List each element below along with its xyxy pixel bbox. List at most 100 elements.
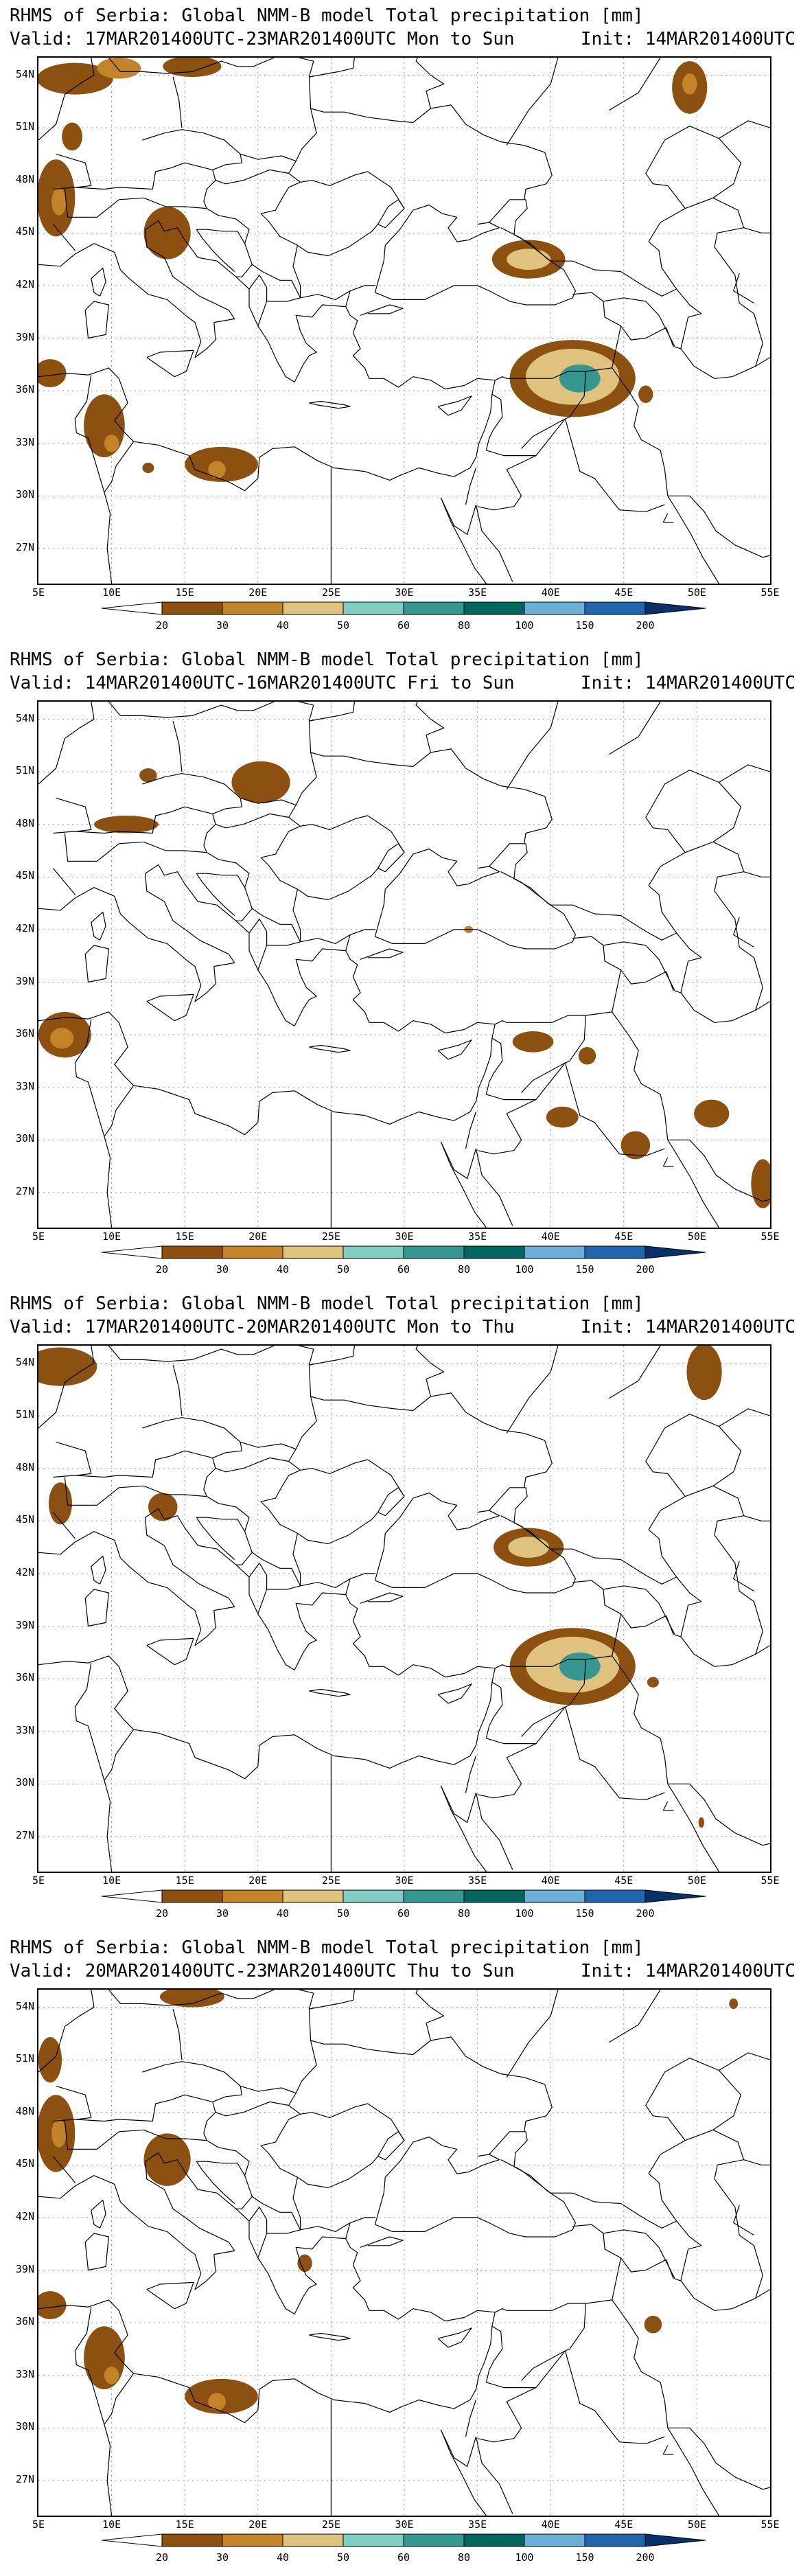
colorbar-label: 50 [336, 1907, 350, 1920]
coastline-border [84, 1589, 109, 1627]
coastline-border [292, 245, 375, 300]
colorbar-swatch [584, 1889, 646, 1903]
map-panel: RHMS of Serbia: Global NMM-B model Total… [0, 644, 801, 1288]
longitude-tick-label: 55E [761, 1874, 780, 1887]
longitude-tick-label: 40E [541, 2518, 560, 2531]
coastline-border [477, 1099, 537, 1155]
colorbar-swatch [403, 1889, 465, 1903]
precipitation-area [148, 1493, 178, 1521]
coastline-border [84, 301, 109, 339]
coastline-border [662, 2445, 674, 2455]
coastline-border [437, 395, 472, 416]
colorbar-swatch [102, 2533, 163, 2547]
coastline-border [52, 1512, 76, 1539]
precipitation-area [48, 1482, 73, 1525]
coastline-border [260, 171, 405, 257]
latitude-tick-label: 30N [15, 1776, 34, 1789]
coastline-border [440, 497, 477, 536]
coastline-border [196, 229, 246, 244]
colorbar-label: 20 [155, 1263, 169, 1276]
coastline-border [104, 2373, 135, 2516]
coastline-border [564, 1706, 665, 1800]
longitude-tick-label: 10E [102, 586, 121, 599]
latitude-tick-label: 51N [15, 764, 34, 777]
coastline-border [56, 2085, 92, 2120]
coastline-border [477, 866, 500, 873]
latitude-tick-label: 39N [15, 1618, 34, 1631]
coastline-border [53, 1450, 216, 1506]
map-valid-period: Valid: 17MAR201400UTC-23MAR201400UTC Mon… [10, 29, 515, 49]
colorbar-label: 80 [457, 1263, 471, 1276]
precipitation-area [208, 2393, 226, 2411]
coastline-border [743, 1515, 770, 1521]
coastline-border [38, 864, 496, 1136]
coastline-border [104, 441, 135, 584]
precipitation-area [38, 2291, 67, 2320]
colorbar-label: 100 [515, 2551, 534, 2564]
coastline-border [743, 871, 770, 877]
precipitation-area [507, 249, 551, 270]
coastline-border [521, 2350, 566, 2381]
coastline-border [603, 1589, 674, 1635]
longitude-tick-label: 40E [541, 1230, 560, 1243]
coastline-border [84, 2233, 109, 2271]
colorbar [102, 2533, 706, 2547]
coastline-border [260, 1459, 405, 1545]
latitude-tick-label: 42N [15, 2209, 34, 2222]
longitude-tick-label: 25E [321, 1230, 340, 1243]
colorbar-swatch [102, 1889, 163, 1903]
coastline-border [360, 1592, 404, 1604]
colorbar-swatch [584, 601, 646, 615]
coastline-border [56, 153, 92, 188]
coastline-border [612, 1011, 669, 1140]
coastline-border [84, 945, 109, 983]
coastline-border [309, 2332, 351, 2341]
coastline-border [91, 911, 106, 941]
coastline-border [172, 76, 183, 128]
latitude-tick-label: 39N [15, 330, 34, 343]
coastline-border [52, 868, 76, 895]
longitude-tick-label: 5E [32, 586, 45, 599]
coastline-border [38, 58, 95, 141]
precipitation-area [729, 1998, 739, 2010]
coastline-border [494, 969, 622, 1025]
latitude-tick-label: 27N [15, 1184, 34, 1197]
coastline-border [572, 936, 682, 993]
latitude-tick-label: 54N [15, 1999, 34, 2012]
latitude-tick-label: 30N [15, 2420, 34, 2433]
coastline-border [172, 720, 183, 772]
latitude-tick-label: 36N [15, 1027, 34, 1040]
coastline-border [374, 1487, 577, 1594]
coastline-border [719, 1408, 770, 1427]
precipitation-area [512, 1031, 554, 1053]
coastline-border [500, 871, 677, 941]
longitude-tick-label: 25E [321, 2518, 340, 2531]
colorbar-swatch [524, 1889, 585, 1903]
latitude-tick-label: 54N [15, 67, 34, 80]
coastline-border [440, 2429, 487, 2516]
coastline-border [206, 208, 253, 277]
coastline-border [719, 2052, 770, 2071]
coastline-border [309, 1044, 351, 1053]
colorbar-swatch [343, 1889, 404, 1903]
latitude-tick-label: 30N [15, 1132, 34, 1145]
coastline-border [206, 1496, 253, 1565]
longitude-tick-label: 35E [468, 1230, 487, 1243]
colorbar-label: 60 [397, 1263, 410, 1276]
latitude-tick-label: 39N [15, 2262, 34, 2275]
longitude-tick-label: 35E [468, 2518, 487, 2531]
coastline-border [667, 495, 770, 584]
coastline-border [500, 1515, 677, 1585]
longitude-tick-label: 25E [321, 1874, 340, 1887]
coastline-border [485, 1681, 503, 1739]
colorbar-label: 60 [397, 619, 410, 632]
coastline-border [477, 455, 537, 511]
longitude-tick-label: 40E [541, 586, 560, 599]
coastline-border [196, 873, 235, 916]
longitude-tick-label: 30E [395, 586, 414, 599]
precipitation-area [698, 1817, 705, 1828]
precipitation-area [751, 1159, 770, 1208]
coastline-border [440, 1141, 487, 1228]
longitude-tick-label: 50E [687, 1874, 706, 1887]
longitude-tick-label: 35E [468, 586, 487, 599]
